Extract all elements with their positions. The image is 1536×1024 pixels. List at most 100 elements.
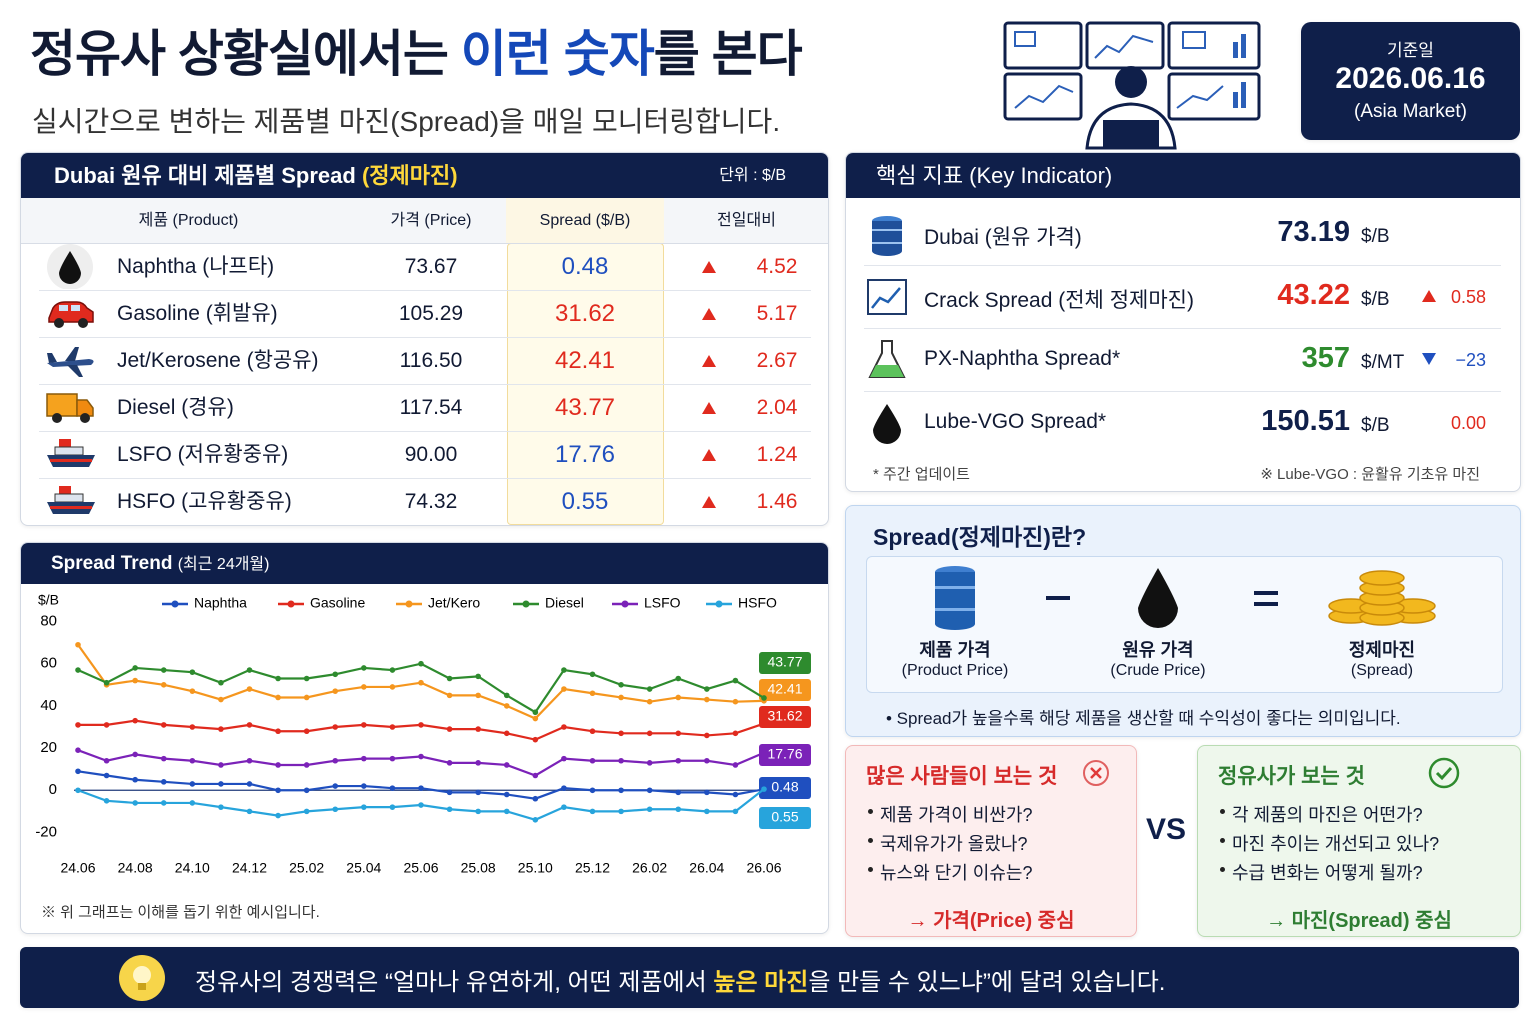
bullet-dot xyxy=(868,838,873,843)
bullet-dot xyxy=(1220,867,1225,872)
price: 73.67 xyxy=(404,255,458,278)
change: 4.52 xyxy=(756,255,798,278)
icon-shape xyxy=(872,229,902,231)
date-label: 기준일 xyxy=(1387,41,1434,60)
x-icon xyxy=(1083,760,1109,786)
icon xyxy=(47,486,95,514)
date-market: (Asia Market) xyxy=(1354,101,1467,122)
row-separator xyxy=(39,384,811,385)
icon-shape xyxy=(54,493,84,503)
explain-note: • Spread가 높을수록 해당 제품을 생산할 때 수익성이 좋다는 의미입… xyxy=(886,709,1401,728)
change-arrow xyxy=(702,402,716,414)
icon-shape xyxy=(935,608,975,611)
formula-label: 정제마진 xyxy=(1348,640,1416,660)
change-arrow xyxy=(702,496,716,508)
title-text: 를 본다 xyxy=(653,26,803,82)
formula-label: 원유 가격 xyxy=(1122,640,1194,660)
product-name: Jet/Kerosene (항공유) xyxy=(117,349,319,372)
icon-shape xyxy=(1083,760,1109,786)
indicator-name: Crack Spread (전체 정제마진) xyxy=(924,289,1194,312)
icon-shape xyxy=(50,506,92,509)
icon-shape xyxy=(59,486,71,496)
icon-shape xyxy=(138,983,146,990)
compare-title: 정유사가 보는 것 xyxy=(1218,765,1365,788)
indicator-value: 73.19 xyxy=(1277,216,1350,248)
icon xyxy=(873,404,901,444)
formula-sub: (Spread) xyxy=(1350,662,1414,679)
column-header: 제품 (Product) xyxy=(21,198,357,244)
change: 2.67 xyxy=(756,349,798,372)
price: 116.50 xyxy=(399,349,463,372)
icon-shape xyxy=(1241,34,1246,58)
icon-shape xyxy=(702,496,716,508)
price: 74.32 xyxy=(404,490,458,513)
spread: 0.48 xyxy=(561,253,609,280)
column-header: Spread ($/B) xyxy=(506,198,665,244)
icon-shape xyxy=(1182,31,1206,49)
subtitle: 실시간으로 변하는 제품별 마진(Spread)을 매일 모니터링합니다. xyxy=(32,106,781,137)
row-separator xyxy=(864,328,1501,329)
table-header: Dubai 원유 대비 제품별 Spread (정제마진) 단위 : $/B xyxy=(21,153,828,198)
icon-shape xyxy=(1003,72,1083,121)
indicator-unit: $/B xyxy=(1361,415,1390,436)
icon-shape xyxy=(702,261,716,273)
icon-shape xyxy=(1233,92,1238,108)
explain-title: Spread(정제마진)란? xyxy=(873,524,1087,550)
icon-shape xyxy=(1422,353,1436,365)
indicator-change: −23 xyxy=(1455,350,1486,370)
chart-note: ※ 위 그래프는 이해를 돕기 위한 예시입니다. xyxy=(41,904,320,921)
spread: 43.77 xyxy=(554,394,616,421)
column-header: 전일대비 xyxy=(664,198,828,244)
icon-shape xyxy=(1090,767,1102,779)
icon-shape xyxy=(1254,591,1278,595)
bullet-text: 제품 가격이 비싼가? xyxy=(880,805,1033,825)
product-name: Gasoline (휘발유) xyxy=(117,302,278,325)
change-arrow xyxy=(1422,414,1436,430)
change: 5.17 xyxy=(756,302,798,325)
icon-shape xyxy=(872,242,902,244)
icon-shape xyxy=(702,449,716,461)
product-name: Diesel (경유) xyxy=(117,396,234,419)
icon-shape xyxy=(1014,31,1224,109)
icon xyxy=(47,347,94,377)
formula-sub: (Product Price) xyxy=(901,662,1009,679)
icon xyxy=(872,216,902,256)
spread: 31.62 xyxy=(554,300,616,327)
column-header: 가격 (Price) xyxy=(356,198,507,244)
icon xyxy=(46,393,94,423)
row-separator xyxy=(864,265,1501,266)
icon-shape xyxy=(65,347,79,361)
change-arrow xyxy=(702,355,716,367)
icon-shape xyxy=(52,413,62,423)
icon-shape xyxy=(1003,21,1083,70)
indicator-unit: $/MT xyxy=(1361,352,1405,373)
table-unit: 단위 : $/B xyxy=(719,167,786,184)
footer-part: 을 만들 수 있느냐”에 달려 있습니다. xyxy=(808,969,1166,996)
row-separator xyxy=(39,290,811,291)
spread: 42.41 xyxy=(554,347,616,374)
bullet-dot xyxy=(868,809,873,814)
compare-conclusion: → 가격(Price) 중심 xyxy=(907,910,1075,932)
kpi-footnote: * 주간 업데이트 xyxy=(873,466,970,483)
icon-shape xyxy=(1328,570,1436,626)
table-title: Dubai 원유 대비 제품별 Spread xyxy=(54,163,362,188)
row-separator xyxy=(864,391,1501,392)
icon-shape xyxy=(59,439,71,449)
icon-shape xyxy=(1233,34,1246,108)
icon-shape xyxy=(1094,34,1154,59)
icon-shape xyxy=(47,359,94,367)
icon-shape xyxy=(78,318,88,328)
bullet-dot xyxy=(1220,838,1225,843)
check-icon xyxy=(1428,757,1460,789)
change: 1.46 xyxy=(756,490,798,513)
product-name: LSFO (저유황중유) xyxy=(117,443,289,466)
indicator-value: 357 xyxy=(1301,342,1350,374)
vs-label: VS xyxy=(1146,813,1187,846)
icon-shape xyxy=(872,246,902,256)
icon-shape xyxy=(702,402,716,414)
spread: 0.55 xyxy=(561,488,609,515)
change-arrow xyxy=(702,308,716,320)
title: 정유사 상황실에서는 이런 숫자를 본다 xyxy=(30,14,803,86)
bullet-text: 국제유가가 올랐나? xyxy=(880,834,1028,854)
